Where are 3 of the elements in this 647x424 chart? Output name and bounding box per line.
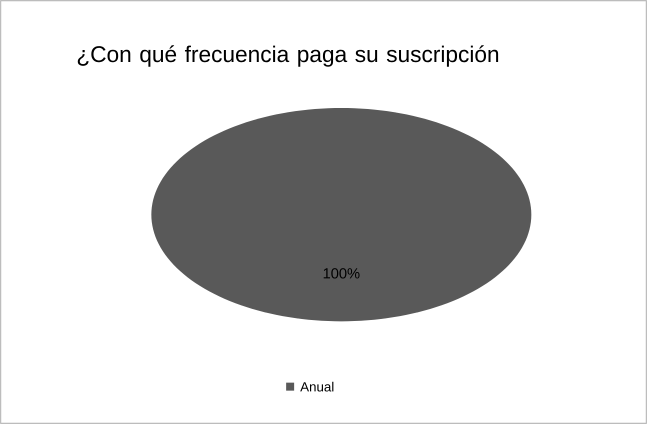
chart-title: ¿Con qué frecuencia paga su suscripción	[78, 45, 498, 67]
data-label: 100%	[324, 268, 360, 279]
legend-label: Anual	[300, 382, 334, 392]
